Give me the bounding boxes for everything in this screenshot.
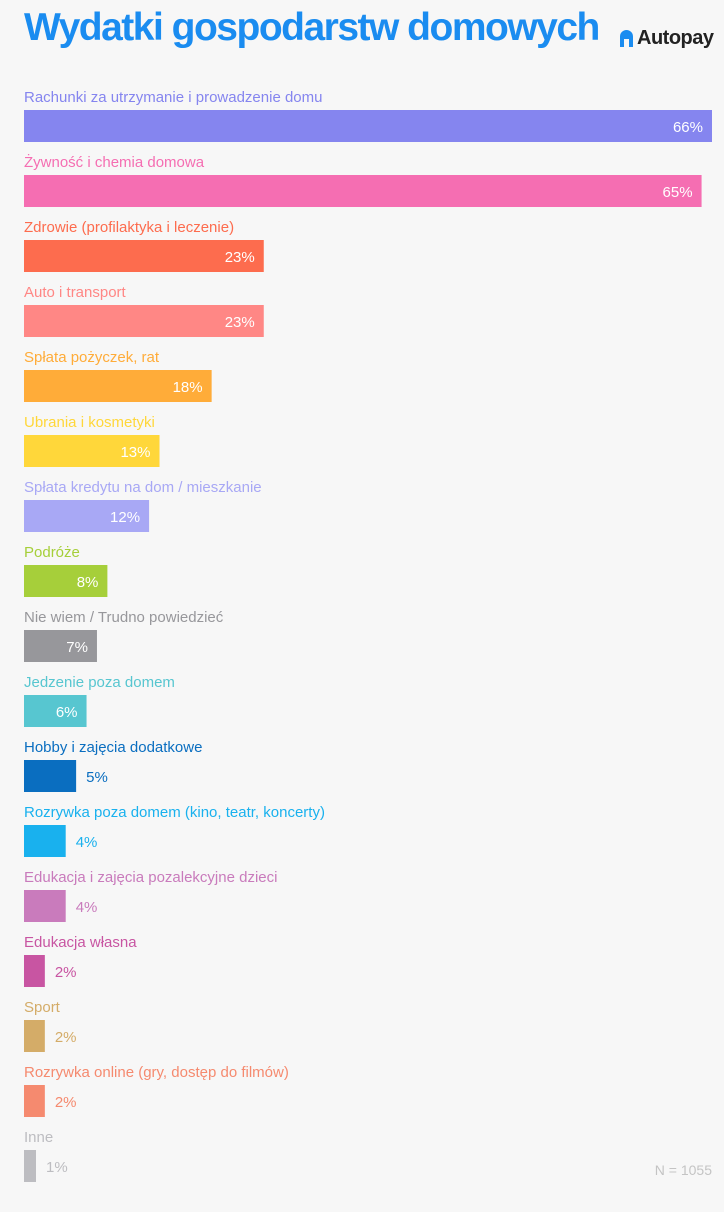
bar (24, 1085, 45, 1117)
category-label: Edukacja własna (24, 934, 137, 951)
bar (24, 630, 97, 662)
bar (24, 890, 66, 922)
value-label: 65% (663, 184, 693, 201)
bar (24, 760, 77, 792)
category-label: Ubrania i kosmetyki (24, 414, 155, 431)
value-label: 12% (110, 509, 140, 526)
value-label: 13% (120, 444, 150, 461)
value-label: 6% (56, 704, 78, 721)
brand-logo: Autopay (620, 27, 714, 50)
page-title: Wydatki gospodarstw domowych (24, 6, 600, 49)
sample-size-note: N = 1055 (654, 1162, 712, 1178)
value-label: 4% (76, 834, 98, 851)
category-label: Żywność i chemia domowa (24, 153, 205, 171)
bar (24, 1020, 45, 1052)
category-label: Hobby i zajęcia dodatkowe (24, 739, 202, 756)
bar (24, 695, 87, 727)
value-label: 66% (673, 119, 703, 136)
bar (24, 825, 66, 857)
value-label: 18% (173, 379, 203, 396)
bar (24, 240, 264, 272)
bar (24, 500, 150, 532)
category-label: Inne (24, 1129, 53, 1146)
category-label: Rachunki za utrzymanie i prowadzenie dom… (24, 89, 322, 106)
value-label: 23% (225, 314, 255, 331)
value-label: 4% (76, 899, 98, 916)
category-label: Rozrywka poza domem (kino, teatr, koncer… (24, 804, 325, 821)
value-label: 7% (66, 639, 88, 656)
bar (24, 565, 108, 597)
category-label: Auto i transport (24, 284, 127, 301)
bar (24, 435, 160, 467)
bar (24, 110, 712, 142)
bar (24, 305, 264, 337)
value-label: 5% (86, 769, 108, 786)
value-label: 1% (46, 1159, 68, 1176)
bar (24, 370, 212, 402)
category-label: Jedzenie poza domem (24, 674, 175, 691)
brand-name: Autopay (637, 27, 714, 49)
category-label: Sport (24, 999, 61, 1016)
category-label: Spłata kredytu na dom / mieszkanie (24, 479, 262, 496)
value-label: 2% (55, 1029, 77, 1046)
bar (24, 175, 702, 207)
category-label: Edukacja i zajęcia pozalekcyjne dzieci (24, 869, 277, 886)
value-label: 23% (225, 249, 255, 266)
value-label: 2% (55, 1094, 77, 1111)
bar (24, 955, 45, 987)
category-label: Zdrowie (profilaktyka i leczenie) (24, 219, 234, 236)
category-label: Rozrywka online (gry, dostęp do filmów) (24, 1064, 289, 1081)
category-label: Spłata pożyczek, rat (24, 349, 160, 366)
autopay-logo-icon (620, 30, 633, 47)
category-label: Nie wiem / Trudno powiedzieć (24, 609, 224, 626)
bar (24, 1150, 36, 1182)
category-label: Podróże (24, 544, 80, 561)
value-label: 2% (55, 964, 77, 981)
value-label: 8% (77, 574, 99, 591)
